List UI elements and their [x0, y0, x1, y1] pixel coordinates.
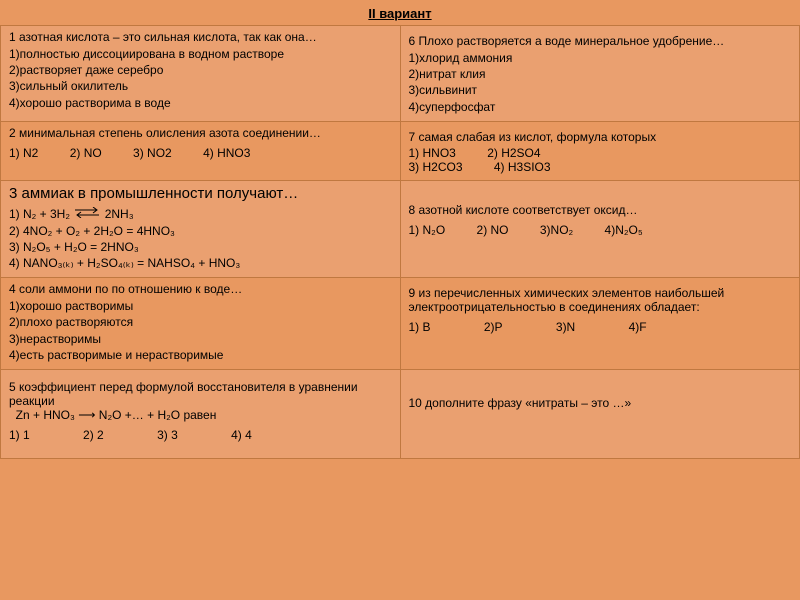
q5-head: 5 коэффициент перед формулой восстановит…	[9, 380, 392, 408]
questions-table: 1 азотная кислота – это сильная кислота,…	[0, 25, 800, 459]
q1-head: 1 азотная кислота – это сильная кислота,…	[9, 30, 392, 44]
reversible-arrow-icon	[73, 206, 101, 222]
q6-opt4: 4)суперфосфат	[409, 99, 792, 115]
page-title: II вариант	[0, 0, 800, 25]
q7-opt1: 1) HNO3	[409, 146, 456, 160]
q2-opt4: 4) HNO3	[203, 146, 250, 160]
q7-opt3: 3) H2CO3	[409, 160, 463, 174]
q4-opt3: 3)нерастворимы	[9, 331, 392, 347]
q5-eq: Zn + HNO₃ ⟶ N₂O +… + H₂O равен	[9, 408, 392, 422]
q7-opt2: 2) H2SO4	[487, 146, 540, 160]
q9-opt1: 1) B	[409, 320, 431, 334]
cell-q8: 8 азотной кислоте соответствует оксид… 1…	[400, 180, 800, 277]
q3-head: 3 аммиак в промышленности получают…	[9, 185, 392, 202]
q3-opt1-post: 2NH₃	[105, 207, 134, 221]
q10-head: 10 дополните фразу «нитраты – это …»	[409, 396, 792, 410]
q5-opt1: 1) 1	[9, 428, 30, 442]
q2-head: 2 минимальная степень олисления азота со…	[9, 126, 392, 140]
q9-opt4: 4)F	[629, 320, 647, 334]
q8-head: 8 азотной кислоте соответствует оксид…	[409, 203, 792, 217]
cell-q9: 9 из перечисленных химических элементов …	[400, 278, 800, 370]
q4-opt1: 1)хорошо растворимы	[9, 298, 392, 314]
cell-q1: 1 азотная кислота – это сильная кислота,…	[1, 26, 401, 122]
q3-opt3: 3) N₂O₅ + H₂O = 2HNO₃	[9, 239, 392, 255]
q7-head: 7 самая слабая из кислот, формула которы…	[409, 130, 792, 144]
q9-opt3: 3)N	[556, 320, 575, 334]
cell-q3: 3 аммиак в промышленности получают… 1) N…	[1, 180, 401, 277]
q4-head: 4 соли аммони по по отношению к воде…	[9, 282, 392, 296]
cell-q6: 6 Плохо растворяется а воде минеральное …	[400, 26, 800, 122]
q1-opt1: 1)полностью диссоциирована в водном раст…	[9, 46, 392, 62]
q9-opt2: 2)P	[484, 320, 503, 334]
cell-q10: 10 дополните фразу «нитраты – это …»	[400, 369, 800, 458]
q2-opt1: 1) N2	[9, 146, 38, 160]
cell-q7: 7 самая слабая из кислот, формула которы…	[400, 121, 800, 180]
cell-q5: 5 коэффициент перед формулой восстановит…	[1, 369, 401, 458]
q6-opt3: 3)сильвинит	[409, 82, 792, 98]
q8-opt4: 4)N₂O₅	[605, 223, 643, 237]
q2-opt2: 2) NO	[70, 146, 102, 160]
q8-opt1: 1) N₂O	[409, 223, 446, 237]
q6-opt1: 1)хлорид аммония	[409, 50, 792, 66]
q1-opt2: 2)растворяет даже серебро	[9, 62, 392, 78]
q6-opt2: 2)нитрат клия	[409, 66, 792, 82]
q5-opt3: 3) 3	[157, 428, 178, 442]
q9-head: 9 из перечисленных химических элементов …	[409, 286, 792, 314]
q4-opt2: 2)плохо растворяются	[9, 314, 392, 330]
q3-opt4: 4) NANO₃₍ₖ₎ + H₂SO₄₍ₖ₎ = NAHSO₄ + HNO₃	[9, 255, 392, 271]
q1-opt3: 3)сильный окилитель	[9, 78, 392, 94]
q2-opt3: 3) NO2	[133, 146, 172, 160]
q3-opt1-pre: 1) N₂ + 3H₂	[9, 207, 73, 221]
q4-opt4: 4)есть растворимые и нерастворимые	[9, 347, 392, 363]
cell-q4: 4 соли аммони по по отношению к воде… 1)…	[1, 278, 401, 370]
q7-opt4: 4) H3SIO3	[494, 160, 551, 174]
q5-opt2: 2) 2	[83, 428, 104, 442]
q5-opt4: 4) 4	[231, 428, 252, 442]
q1-opt4: 4)хорошо растворима в воде	[9, 95, 392, 111]
q6-head: 6 Плохо растворяется а воде минеральное …	[409, 34, 792, 48]
q3-opt2: 2) 4NO₂ + O₂ + 2H₂O = 4HNO₃	[9, 223, 392, 239]
q8-opt3: 3)NO₂	[540, 223, 573, 237]
cell-q2: 2 минимальная степень олисления азота со…	[1, 121, 401, 180]
q8-opt2: 2) NO	[477, 223, 509, 237]
q3-opt1: 1) N₂ + 3H₂ 2NH₃	[9, 206, 392, 223]
